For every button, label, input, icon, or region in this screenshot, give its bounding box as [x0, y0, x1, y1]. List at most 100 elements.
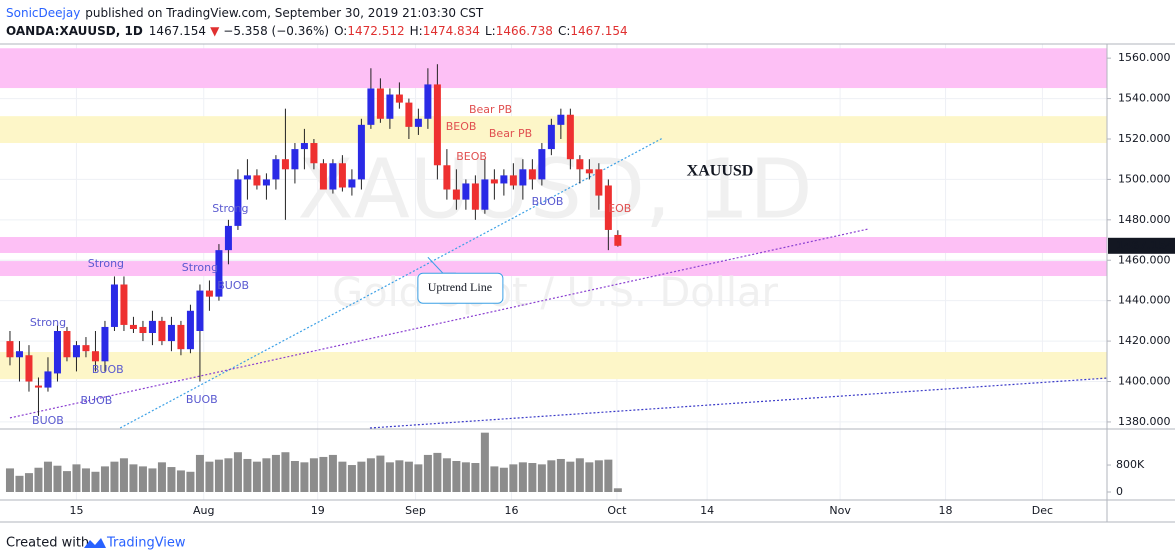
volume-bar — [556, 458, 565, 492]
annotation: Bear PB — [489, 127, 532, 140]
plot: 1380.000 1400.000 1420.000 1440.000 1460.000… — [0, 44, 1171, 517]
volume-bar — [433, 452, 442, 492]
volume-bar — [528, 463, 537, 492]
author: SonicDeejay — [6, 6, 80, 20]
candle-body — [139, 326, 147, 334]
annotation: Strong — [30, 316, 66, 329]
x-tick-label: Aug — [193, 504, 214, 517]
candle-body — [500, 175, 508, 184]
volume-bar — [243, 458, 252, 492]
c: 1467.154 — [570, 24, 627, 38]
candle-body — [557, 114, 565, 125]
x-tick-label: 19 — [311, 504, 325, 517]
last-price-tag — [1108, 237, 1175, 254]
volume-bar — [309, 458, 318, 492]
last: 1467.154 — [149, 24, 206, 38]
published: published on TradingView.com, September … — [85, 6, 484, 20]
y-tick-label: 1540.000 — [1118, 92, 1171, 105]
candle-body — [148, 320, 156, 334]
annotation: Strong — [88, 257, 124, 270]
volume-bar — [338, 461, 347, 492]
volume-bar — [328, 454, 337, 492]
candle-body — [566, 114, 574, 160]
annotation: BUOB — [92, 363, 124, 376]
trendline — [119, 137, 663, 429]
candle-body — [177, 324, 185, 350]
candle-body — [82, 345, 90, 352]
candle-body — [63, 330, 71, 358]
volume-bar — [176, 470, 185, 492]
candle-body — [348, 179, 356, 188]
h-label: H: — [410, 24, 423, 38]
candle-body — [72, 345, 80, 358]
volume-bar — [72, 464, 81, 492]
y-tick-label: 1400.000 — [1118, 375, 1171, 388]
volume-bar — [499, 467, 508, 492]
candle-body — [101, 326, 109, 362]
y-tick-label: 1440.000 — [1118, 294, 1171, 307]
volume-bar — [490, 466, 499, 492]
candle-body — [319, 163, 327, 190]
volume-bar — [186, 471, 195, 492]
x-tick-label: Oct — [607, 504, 627, 517]
candle-body — [167, 324, 175, 342]
volume-bar — [585, 462, 594, 492]
volume-bar — [509, 464, 518, 492]
volume-bar — [5, 468, 14, 492]
candle-body — [614, 234, 622, 246]
volume-bar — [319, 456, 328, 492]
candle-body — [424, 84, 432, 119]
candle-body — [158, 320, 166, 342]
candle-body — [291, 149, 299, 170]
candle-body — [120, 284, 128, 325]
candle-body — [272, 159, 280, 180]
candle-body — [395, 94, 403, 103]
volume-bar — [442, 458, 451, 492]
volume-bar — [34, 467, 43, 492]
candle-body — [329, 163, 337, 190]
candle-body — [386, 94, 394, 119]
candle-body — [243, 175, 251, 180]
volume-bar — [300, 462, 309, 492]
volume-bar — [214, 459, 223, 492]
volume-bar — [395, 460, 404, 492]
candle-body — [53, 330, 61, 374]
callout-text: Uptrend Line — [428, 280, 492, 294]
candle-body — [196, 290, 204, 331]
x-tick-label: Dec — [1032, 504, 1053, 517]
volume-bar — [613, 488, 622, 492]
candle-body — [110, 284, 118, 327]
volume-bar — [480, 432, 489, 492]
candle-body — [262, 179, 270, 186]
candle-body — [471, 183, 479, 210]
y-tick-label: 1420.000 — [1118, 334, 1171, 347]
candle-body — [519, 169, 527, 186]
y-tick-label: 1480.000 — [1118, 213, 1171, 226]
l-label: L: — [485, 24, 496, 38]
candle-body — [604, 185, 612, 230]
annotation: BEOB — [446, 120, 477, 133]
volume-bar — [385, 462, 394, 492]
x-tick-label: Sep — [405, 504, 426, 517]
callout-box — [417, 272, 504, 304]
candle-body — [452, 189, 460, 200]
x-tick-label: 18 — [939, 504, 953, 517]
o-label: O: — [334, 24, 347, 38]
volume-bar — [376, 455, 385, 492]
symbol-line: OANDA:XAUUSD, 1D 1467.154 ▼ −5.358 (−0.36%)… — [6, 24, 628, 38]
volume-bar — [404, 461, 413, 492]
x-tick-label: 14 — [700, 504, 714, 517]
symbol-label: XAUUSD — [687, 163, 754, 180]
annotation: BUOB — [532, 195, 564, 208]
candle-body — [433, 84, 441, 166]
volume-bar — [233, 452, 242, 492]
watermark: XAUUSD, 1D — [298, 142, 813, 237]
candle-body — [528, 169, 536, 180]
volume-bar — [357, 461, 366, 492]
candle-body — [481, 179, 489, 210]
zone — [0, 48, 1107, 89]
footer-text: Created with — [6, 536, 89, 551]
zone — [0, 352, 1107, 380]
last-price-label: 1467.154 — [1116, 239, 1174, 252]
volume-bar — [471, 463, 480, 492]
